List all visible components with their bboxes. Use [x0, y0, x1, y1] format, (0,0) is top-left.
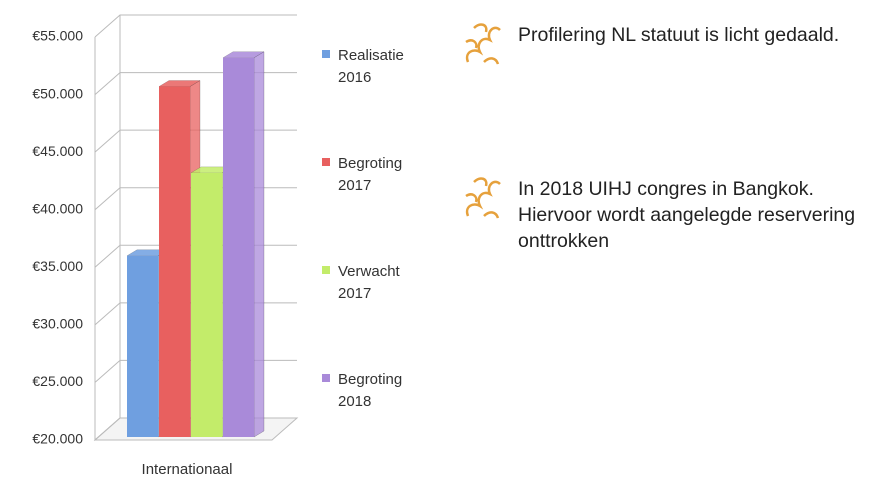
y-tick-label: €50.000 — [32, 85, 83, 101]
axis-line — [94, 15, 121, 442]
lion-icon — [465, 23, 501, 65]
note: In 2018 UIHJ congres in Bangkok. Hiervoo… — [518, 178, 856, 252]
legend-label: Verwacht 2017 — [338, 263, 400, 302]
y-tick-label: €40.000 — [32, 200, 83, 216]
legend-swatch — [322, 50, 330, 58]
x-tick-label: Internationaal — [142, 461, 233, 478]
legend-label: Realisatie 2016 — [338, 47, 404, 86]
lion-icon — [465, 177, 501, 219]
bar — [223, 57, 254, 438]
y-tick-label: €45.000 — [32, 143, 83, 159]
y-tick-label: €35.000 — [32, 258, 83, 274]
bar — [127, 255, 158, 437]
legend-swatch — [322, 158, 330, 166]
legend-swatch — [322, 266, 330, 274]
note: Profilering NL statuut is licht gedaald. — [518, 24, 840, 46]
legend-label: Begroting 2017 — [338, 155, 403, 194]
y-tick-label: €55.000 — [32, 28, 83, 44]
bar-side — [253, 51, 265, 438]
y-tick-label: €30.000 — [32, 316, 83, 332]
y-tick-label: €25.000 — [32, 373, 83, 389]
legend-swatch — [322, 374, 330, 382]
bar — [191, 172, 222, 437]
bar — [159, 86, 190, 438]
grid-line — [94, 14, 297, 38]
legend-label: Begroting 2018 — [338, 371, 403, 410]
y-tick-label: €20.000 — [32, 431, 83, 447]
